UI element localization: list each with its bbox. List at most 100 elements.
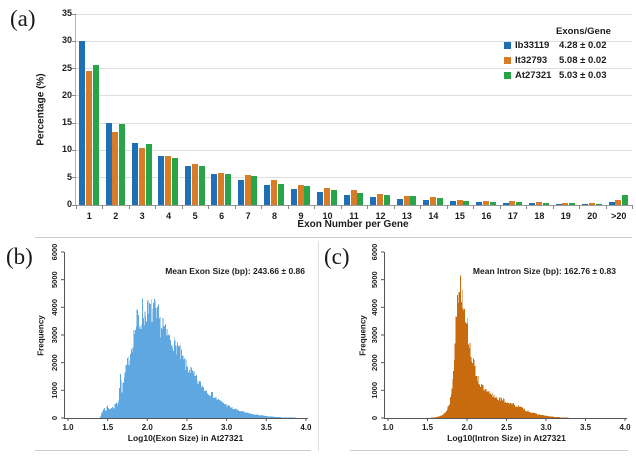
exon-histogram-bar <box>105 410 107 418</box>
panel-a-x-tick-label: 15 <box>454 211 465 221</box>
exon-histogram-bar <box>264 416 266 418</box>
panel-b: (b) 1.0 1.5 2.0 2.5 3.0 3.5 4.0 0 1000 2000 3000 40… <box>0 240 318 457</box>
exon-histogram-bar <box>249 413 251 418</box>
exon-histogram-bar <box>176 354 178 418</box>
panel-a-x-tick <box>340 205 342 209</box>
panel-a-x-tick <box>526 205 528 209</box>
panel-a-y-tick-label: 5 <box>66 171 72 182</box>
intron-histogram-bar <box>542 415 544 418</box>
intron-histogram-bar <box>522 409 524 418</box>
exon-histogram-bar <box>236 408 238 418</box>
intron-histogram-bar <box>543 415 545 418</box>
exon-histogram-bar <box>257 415 259 418</box>
exon-histogram-bar <box>138 328 140 418</box>
x-tick-label: 3.0 <box>540 423 552 432</box>
panel-a-x-tick <box>287 205 289 209</box>
exon-histogram-bar <box>212 397 214 418</box>
panel-a-y-tick-label: 35 <box>61 8 72 18</box>
panel-a-x-tick <box>128 205 130 209</box>
exon-histogram-bar <box>252 413 254 418</box>
exon-histogram-bar <box>161 328 163 418</box>
panel-a-x-tick <box>155 205 157 209</box>
exon-histogram-bar <box>179 345 181 418</box>
exon-histogram-bar <box>145 316 147 418</box>
exon-histogram-bar <box>280 417 282 418</box>
panel-a-gridline <box>76 13 632 15</box>
x-tick-label: 4.0 <box>619 423 631 432</box>
exon-histogram-bar <box>273 416 275 418</box>
exon-histogram-bar <box>253 414 255 418</box>
exon-histogram-bar <box>249 413 251 418</box>
panel-a-x-tick-label: 9 <box>298 211 304 221</box>
panel-a-label: (a) <box>10 6 36 31</box>
exon-histogram-bar <box>119 388 120 418</box>
bar-It32793-cat-14 <box>430 197 437 205</box>
intron-histogram-bar <box>536 414 538 418</box>
exon-histogram-bar <box>227 405 229 418</box>
exon-histogram-bar <box>160 337 162 418</box>
legend-swatch-icon <box>504 42 511 49</box>
exon-histogram-bar <box>165 335 167 418</box>
exon-histogram-bar <box>152 308 154 418</box>
bar-It32793-cat-6 <box>218 172 225 205</box>
x-tick-label: 2.5 <box>181 423 193 432</box>
panel-a-x-tick-label: >20 <box>611 211 627 221</box>
exon-histogram-bar <box>149 303 151 418</box>
intron-histogram-bar <box>509 404 511 418</box>
exon-histogram-bar <box>175 345 177 418</box>
intron-histogram-bar <box>465 323 467 418</box>
y-tick-label: 6000 <box>370 244 379 261</box>
exon-histogram-bar <box>191 367 193 418</box>
horizontal-divider <box>35 237 632 238</box>
exon-histogram-bar <box>203 390 205 418</box>
exon-histogram-bar <box>215 397 216 418</box>
panel-a-x-tick <box>473 205 475 209</box>
intron-histogram-bar <box>544 415 546 418</box>
exon-histogram-bar <box>146 301 148 418</box>
intron-histogram-bar <box>501 398 503 418</box>
exon-histogram-bar <box>117 402 119 418</box>
exon-histogram-bar <box>134 334 136 418</box>
intron-histogram-bar <box>434 417 436 418</box>
intron-histogram-bar <box>466 323 468 418</box>
exon-histogram-bar <box>268 416 270 418</box>
legend-series-name: At27321 <box>515 70 552 81</box>
intron-histogram-bar <box>451 388 453 418</box>
intron-histogram-bar <box>473 360 475 418</box>
intron-histogram-bar <box>499 400 501 418</box>
exon-histogram-bar <box>272 416 274 418</box>
bar-Ib33119-cat-19 <box>555 203 562 205</box>
exon-histogram-bar <box>251 413 253 418</box>
intron-histogram-bar <box>472 358 474 418</box>
panel-c-plot-area: 1.0 1.5 2.0 2.5 3.0 3.5 4.0 0 1000 2000 3000 4000 50… <box>370 244 631 432</box>
panel-a: (a) Percentage (%) 0 5 10 15 20 25 30 35 1 2 3 4 5 6 7… <box>10 6 633 230</box>
bar-At27321-cat-10 <box>330 189 337 205</box>
exon-histogram-bar <box>262 415 264 418</box>
exon-histogram-bar <box>215 397 217 418</box>
intron-histogram-bar <box>485 388 487 418</box>
panel-a-x-tick-label: 1 <box>86 211 92 221</box>
exon-histogram-bar <box>101 412 103 418</box>
panel-a-x-tick-label: 17 <box>507 211 518 221</box>
exon-histogram-bar <box>230 407 232 418</box>
intron-histogram-bar <box>495 396 497 418</box>
exon-histogram-bar <box>217 400 219 418</box>
panel-a-x-tick-label: 19 <box>560 211 571 221</box>
intron-histogram-bar <box>470 357 472 418</box>
panel-c-label: (c) <box>324 244 350 269</box>
intron-histogram-bar <box>513 403 515 418</box>
intron-histogram-bar <box>491 394 492 418</box>
exon-histogram-bar <box>206 391 208 418</box>
exon-histogram-bar <box>282 417 284 418</box>
intron-histogram-bar <box>478 383 480 418</box>
intron-histogram-bar <box>554 416 556 418</box>
bar-Ib33119-cat-14 <box>423 200 430 205</box>
intron-histogram-bar <box>561 417 563 418</box>
panel-a-y-tick <box>72 122 76 124</box>
exon-histogram-bar <box>127 356 129 418</box>
intron-histogram-bar <box>476 375 477 418</box>
exon-histogram-bar <box>245 412 247 418</box>
intron-histogram-bar <box>553 416 555 418</box>
panel-a-x-tick <box>234 205 236 209</box>
intron-histogram-bar <box>555 417 557 418</box>
